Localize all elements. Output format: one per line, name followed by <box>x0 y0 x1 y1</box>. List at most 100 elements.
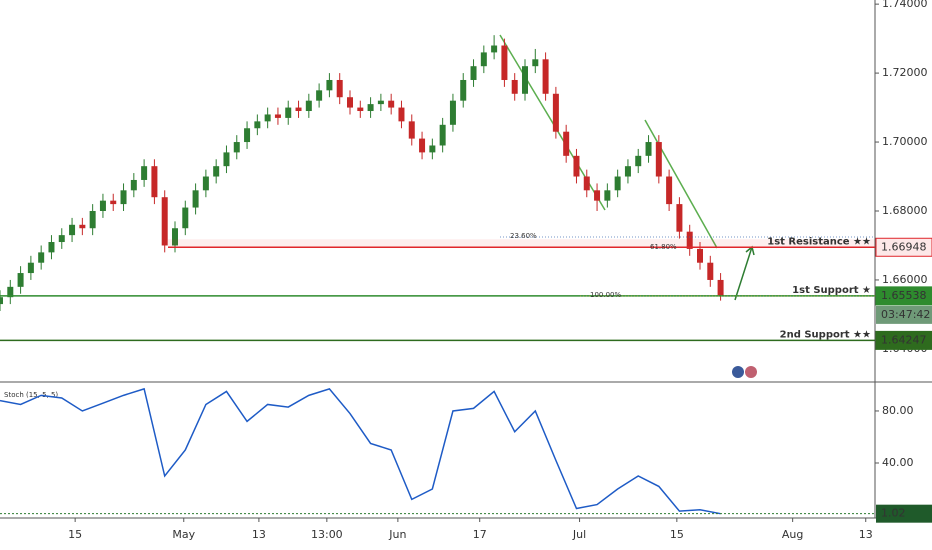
arrow <box>734 246 753 301</box>
level-price: 1.65538 <box>881 289 927 302</box>
arrow <box>644 119 718 249</box>
candle-body <box>347 97 353 108</box>
level-price-box <box>875 286 932 306</box>
y-tick-label: 1.70000 <box>882 135 928 148</box>
candle-body <box>707 262 714 280</box>
candle-body <box>223 152 230 167</box>
x-tick-label: May <box>172 528 195 541</box>
countdown: 03:47:42 <box>881 308 930 321</box>
candle-body <box>244 128 251 143</box>
candle-body <box>501 45 508 80</box>
x-tick-label: 15 <box>670 528 684 541</box>
candle-body <box>542 59 549 94</box>
candle-body <box>429 145 436 153</box>
candle-body <box>480 52 487 67</box>
candle-body <box>419 138 426 153</box>
stoch-value: 1.02 <box>881 507 906 520</box>
fib-label: 61.80% <box>650 243 677 251</box>
indicator-legend: Stoch (15, 5, 5) <box>4 391 58 399</box>
candle-body <box>604 190 611 201</box>
candle-body <box>624 166 631 177</box>
x-tick-label: Jun <box>388 528 406 541</box>
candle-body <box>398 107 405 122</box>
candle-body <box>69 224 76 236</box>
candle-body <box>110 200 117 205</box>
candle-body <box>583 176 590 191</box>
candle-body <box>635 155 642 167</box>
y-tick-label: 1.68000 <box>882 204 928 217</box>
candle-body <box>254 121 261 129</box>
candle-body <box>264 114 271 122</box>
candle-body <box>89 210 96 229</box>
candle-body <box>470 66 477 80</box>
candle-body <box>336 79 343 98</box>
level-price-box <box>875 237 932 257</box>
y-tick-label: 40.00 <box>882 456 914 469</box>
candle-body <box>7 286 14 298</box>
candle-body <box>192 190 199 208</box>
countdown-box <box>876 305 932 324</box>
candle-body <box>357 107 364 112</box>
candle-body <box>614 176 621 191</box>
candle-body <box>532 59 539 67</box>
candle-body <box>151 166 158 198</box>
candle-body <box>0 297 3 305</box>
candle-body <box>130 179 137 191</box>
x-tick-label: 13 <box>859 528 873 541</box>
x-tick-label: 17 <box>473 528 487 541</box>
candle-body <box>377 100 384 105</box>
y-tick-label: 1.66000 <box>882 273 928 286</box>
level-price: 1.64247 <box>881 333 927 346</box>
candle-body <box>48 242 55 253</box>
icon <box>745 366 757 378</box>
candle-body <box>326 79 333 91</box>
level-label: 1st Resistance ★★ <box>767 236 871 247</box>
candle-body <box>573 155 580 177</box>
candle-body <box>233 142 240 153</box>
candle-body <box>161 197 168 246</box>
stoch-line <box>0 387 721 515</box>
candle-body <box>666 176 673 205</box>
candle-body <box>141 166 148 180</box>
candle-body <box>697 248 703 263</box>
x-tick-label: Jul <box>572 528 586 541</box>
x-tick-label: Aug <box>782 528 803 541</box>
candle-body <box>213 166 220 177</box>
candle-body <box>172 228 178 246</box>
y-tick-label: 1.72000 <box>882 66 928 79</box>
y-tick-label: 80.00 <box>882 404 914 417</box>
candle-body <box>594 190 601 201</box>
x-tick-label: 13:00 <box>311 528 343 541</box>
candle-body <box>511 79 518 94</box>
candle-body <box>552 93 559 132</box>
candle-body <box>38 252 45 263</box>
candle-body <box>316 90 323 101</box>
candle-body <box>27 262 34 274</box>
candle-body <box>645 142 652 156</box>
candle-body <box>305 100 312 112</box>
candle-body <box>202 176 209 191</box>
level-label: 1st Support ★ <box>792 285 871 296</box>
candle-body <box>439 124 446 146</box>
level-price: 1.66948 <box>881 240 927 253</box>
resistance-zone <box>168 239 875 248</box>
candle-body <box>17 273 24 287</box>
candle-body <box>58 235 65 243</box>
candle-body <box>367 104 374 112</box>
candle-body <box>460 79 467 101</box>
candle-body <box>295 107 302 112</box>
candle-body <box>717 279 724 296</box>
fib-label: 100.00% <box>590 291 621 299</box>
candle-body <box>655 142 662 177</box>
level-label: 2nd Support ★★ <box>780 329 871 340</box>
x-tick-label: 15 <box>68 528 82 541</box>
fib-label: 23.60% <box>510 232 537 240</box>
candle-body <box>686 231 693 249</box>
candle-body <box>563 131 570 156</box>
y-tick-label: 1.74000 <box>882 0 928 10</box>
candle-body <box>274 114 281 118</box>
level-price-box <box>875 330 932 350</box>
candle-body <box>388 100 395 108</box>
candle-body <box>491 45 498 53</box>
